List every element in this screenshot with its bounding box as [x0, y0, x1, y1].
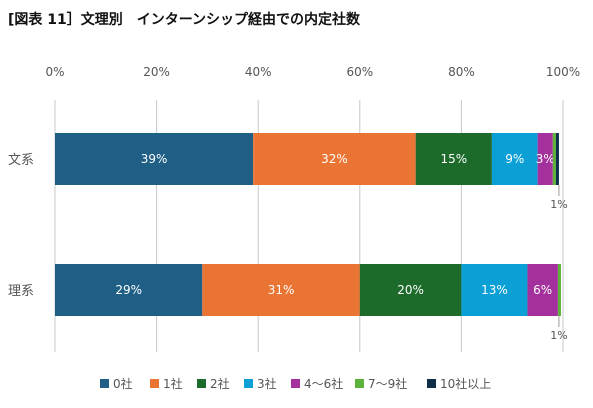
- data-label: 3%: [536, 152, 555, 166]
- data-label: 20%: [397, 283, 424, 297]
- data-label: 29%: [115, 283, 142, 297]
- outside-data-label: 1%: [550, 198, 567, 211]
- legend-entry: 3社: [257, 376, 277, 391]
- data-label: 32%: [321, 152, 348, 166]
- x-tick-label: 60%: [346, 65, 373, 79]
- bar-segment: [557, 264, 561, 316]
- legend-swatch: [244, 379, 253, 388]
- bar-segment: [552, 133, 556, 185]
- bar-segment: [202, 264, 360, 316]
- legend-entry: 0社: [113, 376, 133, 391]
- data-label: 15%: [440, 152, 467, 166]
- outside-labels: 1% 1%: [550, 185, 568, 342]
- category-label: 理系: [8, 284, 34, 299]
- legend: 0社 1社 2社 3社 4〜6社 7〜9社 10社以上: [100, 376, 491, 391]
- x-axis-ticks: 0% 20% 40% 60% 80% 100%: [45, 65, 580, 79]
- bar-segment: [359, 264, 462, 316]
- data-label: 6%: [533, 283, 552, 297]
- legend-swatch: [291, 379, 300, 388]
- legend-entry: 1社: [163, 376, 183, 391]
- x-tick-label: 0%: [45, 65, 64, 79]
- legend-entry: 4〜6社: [304, 376, 343, 391]
- legend-swatch: [100, 379, 109, 388]
- bars: 39% 32% 15% 9% 3% 29% 31% 20% 13% 6%: [55, 133, 561, 316]
- legend-swatch: [427, 379, 436, 388]
- bar-segment: [527, 264, 558, 316]
- x-tick-label: 100%: [546, 65, 580, 79]
- category-label: 文系: [8, 153, 34, 168]
- chart-title: [図表 11］文理別 インターンシップ経由での内定社数: [8, 11, 361, 28]
- x-tick-label: 40%: [245, 65, 272, 79]
- outside-data-label: 1%: [550, 329, 567, 342]
- legend-entry: 10社以上: [440, 376, 491, 391]
- legend-swatch: [355, 379, 364, 388]
- x-tick-label: 80%: [448, 65, 475, 79]
- legend-swatch: [150, 379, 159, 388]
- bar-segment: [55, 264, 203, 316]
- x-tick-label: 20%: [143, 65, 170, 79]
- bar-segment: [415, 133, 492, 185]
- legend-entry: 2社: [210, 376, 230, 391]
- bar-segment: [461, 264, 528, 316]
- data-label: 13%: [481, 283, 508, 297]
- legend-swatch: [197, 379, 206, 388]
- data-label: 9%: [505, 152, 524, 166]
- bar-segment: [555, 133, 559, 185]
- bar-segment: [537, 133, 553, 185]
- data-label: 31%: [268, 283, 295, 297]
- data-label: 39%: [141, 152, 168, 166]
- bar-segment: [491, 133, 538, 185]
- legend-entry: 7〜9社: [368, 376, 407, 391]
- bar-segment: [55, 133, 254, 185]
- bar-segment: [253, 133, 416, 185]
